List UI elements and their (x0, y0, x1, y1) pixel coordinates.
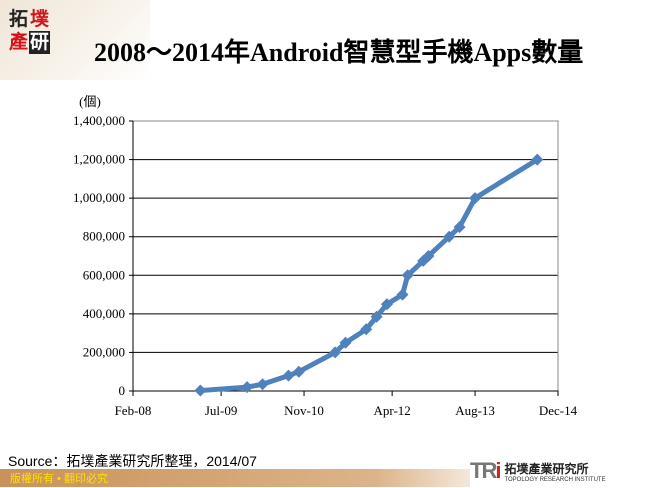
x-tick-label: Feb-08 (115, 403, 152, 418)
copyright-text: 版權所有 • 翻印必究 (10, 473, 108, 485)
y-axis-label: (個) (79, 94, 101, 109)
data-point (443, 230, 456, 243)
logo-char: 研 (29, 31, 50, 54)
x-tick-label: Nov-10 (284, 403, 324, 418)
y-tick-label: 0 (119, 383, 126, 398)
y-tick-label: 1,200,000 (73, 152, 125, 167)
data-point (339, 336, 352, 349)
x-tick-label: Aug-13 (455, 403, 495, 418)
data-point (396, 288, 409, 301)
page-title: 2008～2014年Android智慧型手機Apps數量 (94, 38, 584, 67)
data-point (282, 369, 295, 382)
y-tick-label: 600,000 (83, 267, 125, 282)
data-point (329, 346, 342, 359)
brand-cn: 拓墣產業研究所 (504, 461, 589, 476)
x-tick-label: Jul-09 (205, 403, 238, 418)
x-tick-label: Apr-12 (373, 403, 410, 418)
data-point (422, 250, 435, 262)
data-point (531, 153, 544, 166)
y-tick-label: 1,000,000 (73, 190, 125, 205)
brand-en: TOPOLOGY RESEARCH INSTITUTE (504, 476, 606, 483)
data-point (401, 269, 414, 282)
data-point (256, 378, 269, 391)
data-point (370, 310, 383, 323)
y-tick-label: 1,400,000 (73, 113, 125, 128)
y-tick-label: 800,000 (83, 229, 125, 244)
data-point (292, 365, 305, 378)
y-tick-label: 200,000 (83, 344, 125, 359)
data-point (453, 221, 466, 234)
logo: 拓墣產研 (8, 8, 50, 54)
data-point (241, 381, 254, 394)
data-point (469, 192, 482, 205)
copyright-bar: 版權所有 • 翻印必究 (0, 469, 470, 487)
y-tick-label: 400,000 (83, 306, 125, 321)
data-point (380, 298, 393, 311)
logo-char: 產 (8, 31, 28, 53)
data-point (360, 323, 373, 336)
tri-mark: TRi (470, 458, 502, 483)
tri-logo: TRi 拓墣產業研究所 TOPOLOGY RESEARCH INSTITUTE (470, 458, 606, 484)
data-point (194, 384, 207, 397)
logo-char: 拓 (8, 8, 28, 30)
source-note: Source：拓墣產業研究所整理，2014/07 (8, 453, 257, 469)
x-tick-label: Dec-14 (539, 403, 578, 418)
plot-frame (132, 120, 559, 392)
header-decoration (0, 0, 150, 80)
logo-char: 墣 (29, 8, 49, 30)
